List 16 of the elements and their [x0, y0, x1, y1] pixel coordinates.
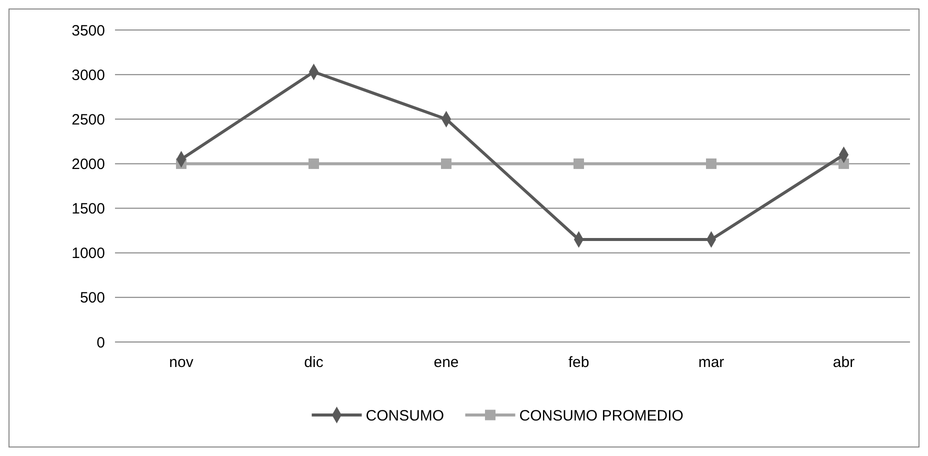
y-tick-label: 3000	[72, 66, 105, 84]
x-tick-label: feb	[568, 354, 590, 371]
x-tick-label: ene	[434, 354, 459, 371]
x-tick-label: mar	[698, 354, 724, 371]
y-tick-label: 1500	[72, 200, 105, 218]
x-tick-label: nov	[169, 354, 194, 371]
y-tick-label: 2000	[72, 156, 105, 173]
y-tick-label: 3500	[72, 22, 105, 40]
y-tick-label: 2500	[72, 111, 105, 128]
x-tick-label: abr	[832, 354, 855, 371]
legend-label: CONSUMO PROMEDIO	[519, 407, 684, 424]
y-tick-label: 0	[96, 334, 105, 352]
y-tick-label: 500	[80, 290, 105, 307]
legend-label: CONSUMO	[366, 407, 444, 424]
x-tick-label: dic	[304, 354, 324, 371]
y-tick-label: 1000	[72, 245, 105, 262]
